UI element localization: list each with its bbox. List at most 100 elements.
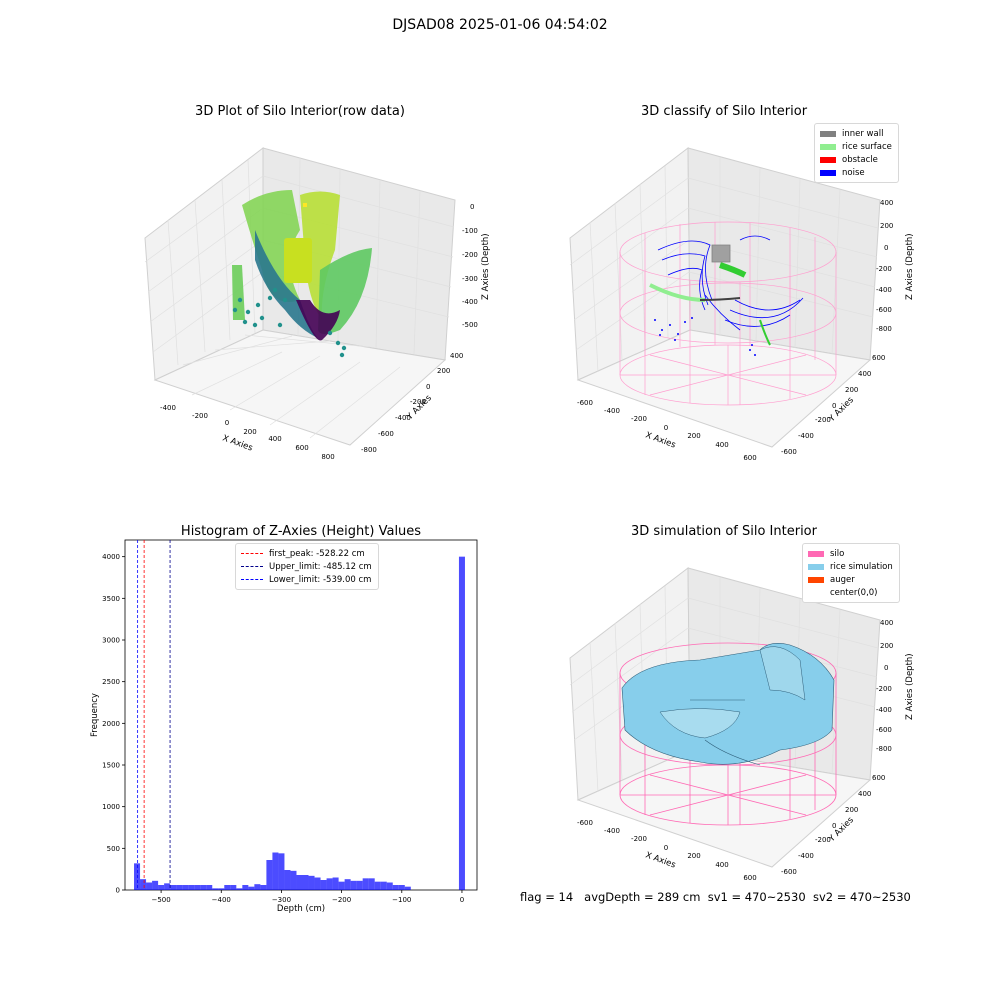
histogram-x-ticks: −500 −400 −300 −200 −100 0 xyxy=(151,890,464,904)
simulation-zlabel: Z Axies (Depth) xyxy=(905,653,915,720)
histogram-bar xyxy=(134,863,141,890)
legend-item-rice-simulation: rice simulation xyxy=(808,560,893,573)
histogram-xtick-label: −100 xyxy=(392,896,411,904)
simulation-tick-labels: -600 -400 -200 0 200 400 600 600 400 200… xyxy=(577,619,893,882)
histogram-bar xyxy=(260,885,267,890)
raw-ztick: 0 xyxy=(470,203,474,211)
raw-ztick: -500 xyxy=(462,321,478,329)
legend-label: rice simulation xyxy=(830,561,893,572)
simulation-xtick: -200 xyxy=(631,835,647,843)
raw-ytick: -200 xyxy=(410,398,426,406)
classify-ytick: 0 xyxy=(832,402,836,410)
histogram-xlabel: Depth (cm) xyxy=(277,904,325,914)
simulation-ytick: 400 xyxy=(858,790,871,798)
histogram-bar xyxy=(392,885,399,890)
histogram-xtick-label: −500 xyxy=(151,896,170,904)
simulation-legend: silo rice simulation auger center(0,0) xyxy=(802,543,900,603)
histogram-bar xyxy=(140,879,147,890)
classify-xlabel: X Axies xyxy=(644,430,677,450)
histogram-reference-lines xyxy=(137,540,171,890)
simulation-ytick: -400 xyxy=(798,852,814,860)
legend-line xyxy=(241,579,263,580)
raw-xtick: 800 xyxy=(321,453,334,461)
histogram-bar xyxy=(188,885,195,890)
classify-ztick: -200 xyxy=(876,265,892,273)
classify-xtick: 200 xyxy=(687,432,700,440)
histogram-ytick-label: 0 xyxy=(116,887,120,895)
histogram-bar xyxy=(356,880,363,890)
classify-ztick: -600 xyxy=(876,306,892,314)
legend-item-inner-wall: inner wall xyxy=(820,127,892,140)
classify-xtick: 400 xyxy=(715,441,728,449)
histogram-ytick-label: 1000 xyxy=(102,803,120,811)
histogram-bar xyxy=(458,556,465,890)
raw-ytick: 400 xyxy=(450,352,463,360)
classify-xtick: -600 xyxy=(577,399,593,407)
simulation-xtick: 400 xyxy=(715,861,728,869)
histogram-bar xyxy=(404,886,411,890)
histogram-bar xyxy=(212,888,219,890)
classify-plot-title: 3D classify of Silo Interior xyxy=(640,104,808,119)
legend-label: silo xyxy=(830,548,845,559)
legend-item-center: center(0,0) xyxy=(808,586,893,599)
simulation-axes-pane xyxy=(569,566,881,868)
classify-legend: inner wall rice surface obstacle noise xyxy=(814,123,899,183)
histogram-ytick-label: 2000 xyxy=(102,720,120,728)
histogram-bar xyxy=(182,885,189,890)
simulation-ztick: -600 xyxy=(876,726,892,734)
raw-xtick: 200 xyxy=(243,428,256,436)
legend-label: rice surface xyxy=(842,141,892,152)
legend-label: center(0,0) xyxy=(830,587,878,598)
raw-ylabel: Y Axies xyxy=(404,393,434,423)
simulation-plot-title: 3D simulation of Silo Interior xyxy=(631,524,817,539)
histogram-bar xyxy=(266,860,273,890)
raw-ytick: -800 xyxy=(361,446,377,454)
legend-line xyxy=(241,566,263,567)
histogram-ytick-label: 2500 xyxy=(102,678,120,686)
histogram-bar xyxy=(200,885,207,890)
histogram-ytick-label: 1500 xyxy=(102,762,120,770)
raw-xlabel: X Axies xyxy=(221,433,254,453)
simulation-xtick: 200 xyxy=(687,852,700,860)
classify-xtick: -400 xyxy=(604,407,620,415)
legend-swatch xyxy=(820,143,836,150)
raw-xtick: -400 xyxy=(160,404,176,412)
histogram-bar xyxy=(398,885,405,890)
histogram-ytick-label: 500 xyxy=(107,845,120,853)
legend-swatch xyxy=(808,576,824,583)
histogram-bar xyxy=(170,885,177,890)
legend-label: Upper_limit: -485.12 cm xyxy=(269,561,372,572)
histogram-bar xyxy=(206,885,213,890)
simulation-ytick: -600 xyxy=(781,868,797,876)
raw-ztick: -100 xyxy=(462,227,478,235)
avg-depth-value: avgDepth = 289 cm xyxy=(584,890,701,904)
legend-swatch xyxy=(808,563,824,570)
histogram-bar xyxy=(272,852,279,890)
simulation-ztick: 400 xyxy=(880,619,893,627)
status-footer: flag = 14 avgDepth = 289 cm sv1 = 470~25… xyxy=(520,890,911,904)
legend-label: first_peak: -528.22 cm xyxy=(269,548,365,559)
simulation-ytick: 0 xyxy=(832,822,836,830)
legend-label: inner wall xyxy=(842,128,884,139)
histogram-bar xyxy=(236,888,243,890)
simulation-xlabel: X Axies xyxy=(644,850,677,870)
raw-tick-labels: -400 -200 0 200 400 600 800 400 200 0 -2… xyxy=(160,203,478,461)
classify-ztick: 200 xyxy=(880,222,893,230)
simulation-xtick: -400 xyxy=(604,827,620,835)
simulation-ztick: -200 xyxy=(876,685,892,693)
histogram-bar xyxy=(362,878,369,890)
classify-silo-wireframe xyxy=(619,221,837,406)
simulation-ylabel: Y Axies xyxy=(826,815,856,845)
raw-ytick: 200 xyxy=(437,367,450,375)
classify-tick-labels: -600 -400 -200 0 200 400 600 600 400 200… xyxy=(577,199,893,462)
histogram-ytick-label: 3000 xyxy=(102,637,120,645)
histogram-bar xyxy=(146,882,153,890)
classify-axes-pane xyxy=(569,146,881,448)
classify-ytick: 400 xyxy=(858,370,871,378)
histogram-bar xyxy=(158,885,165,890)
histogram-bar xyxy=(224,885,231,890)
histogram-bar xyxy=(164,883,171,890)
classify-ztick: 400 xyxy=(880,199,893,207)
simulation-silo-wireframe xyxy=(619,642,837,826)
raw-xtick: 400 xyxy=(268,435,281,443)
